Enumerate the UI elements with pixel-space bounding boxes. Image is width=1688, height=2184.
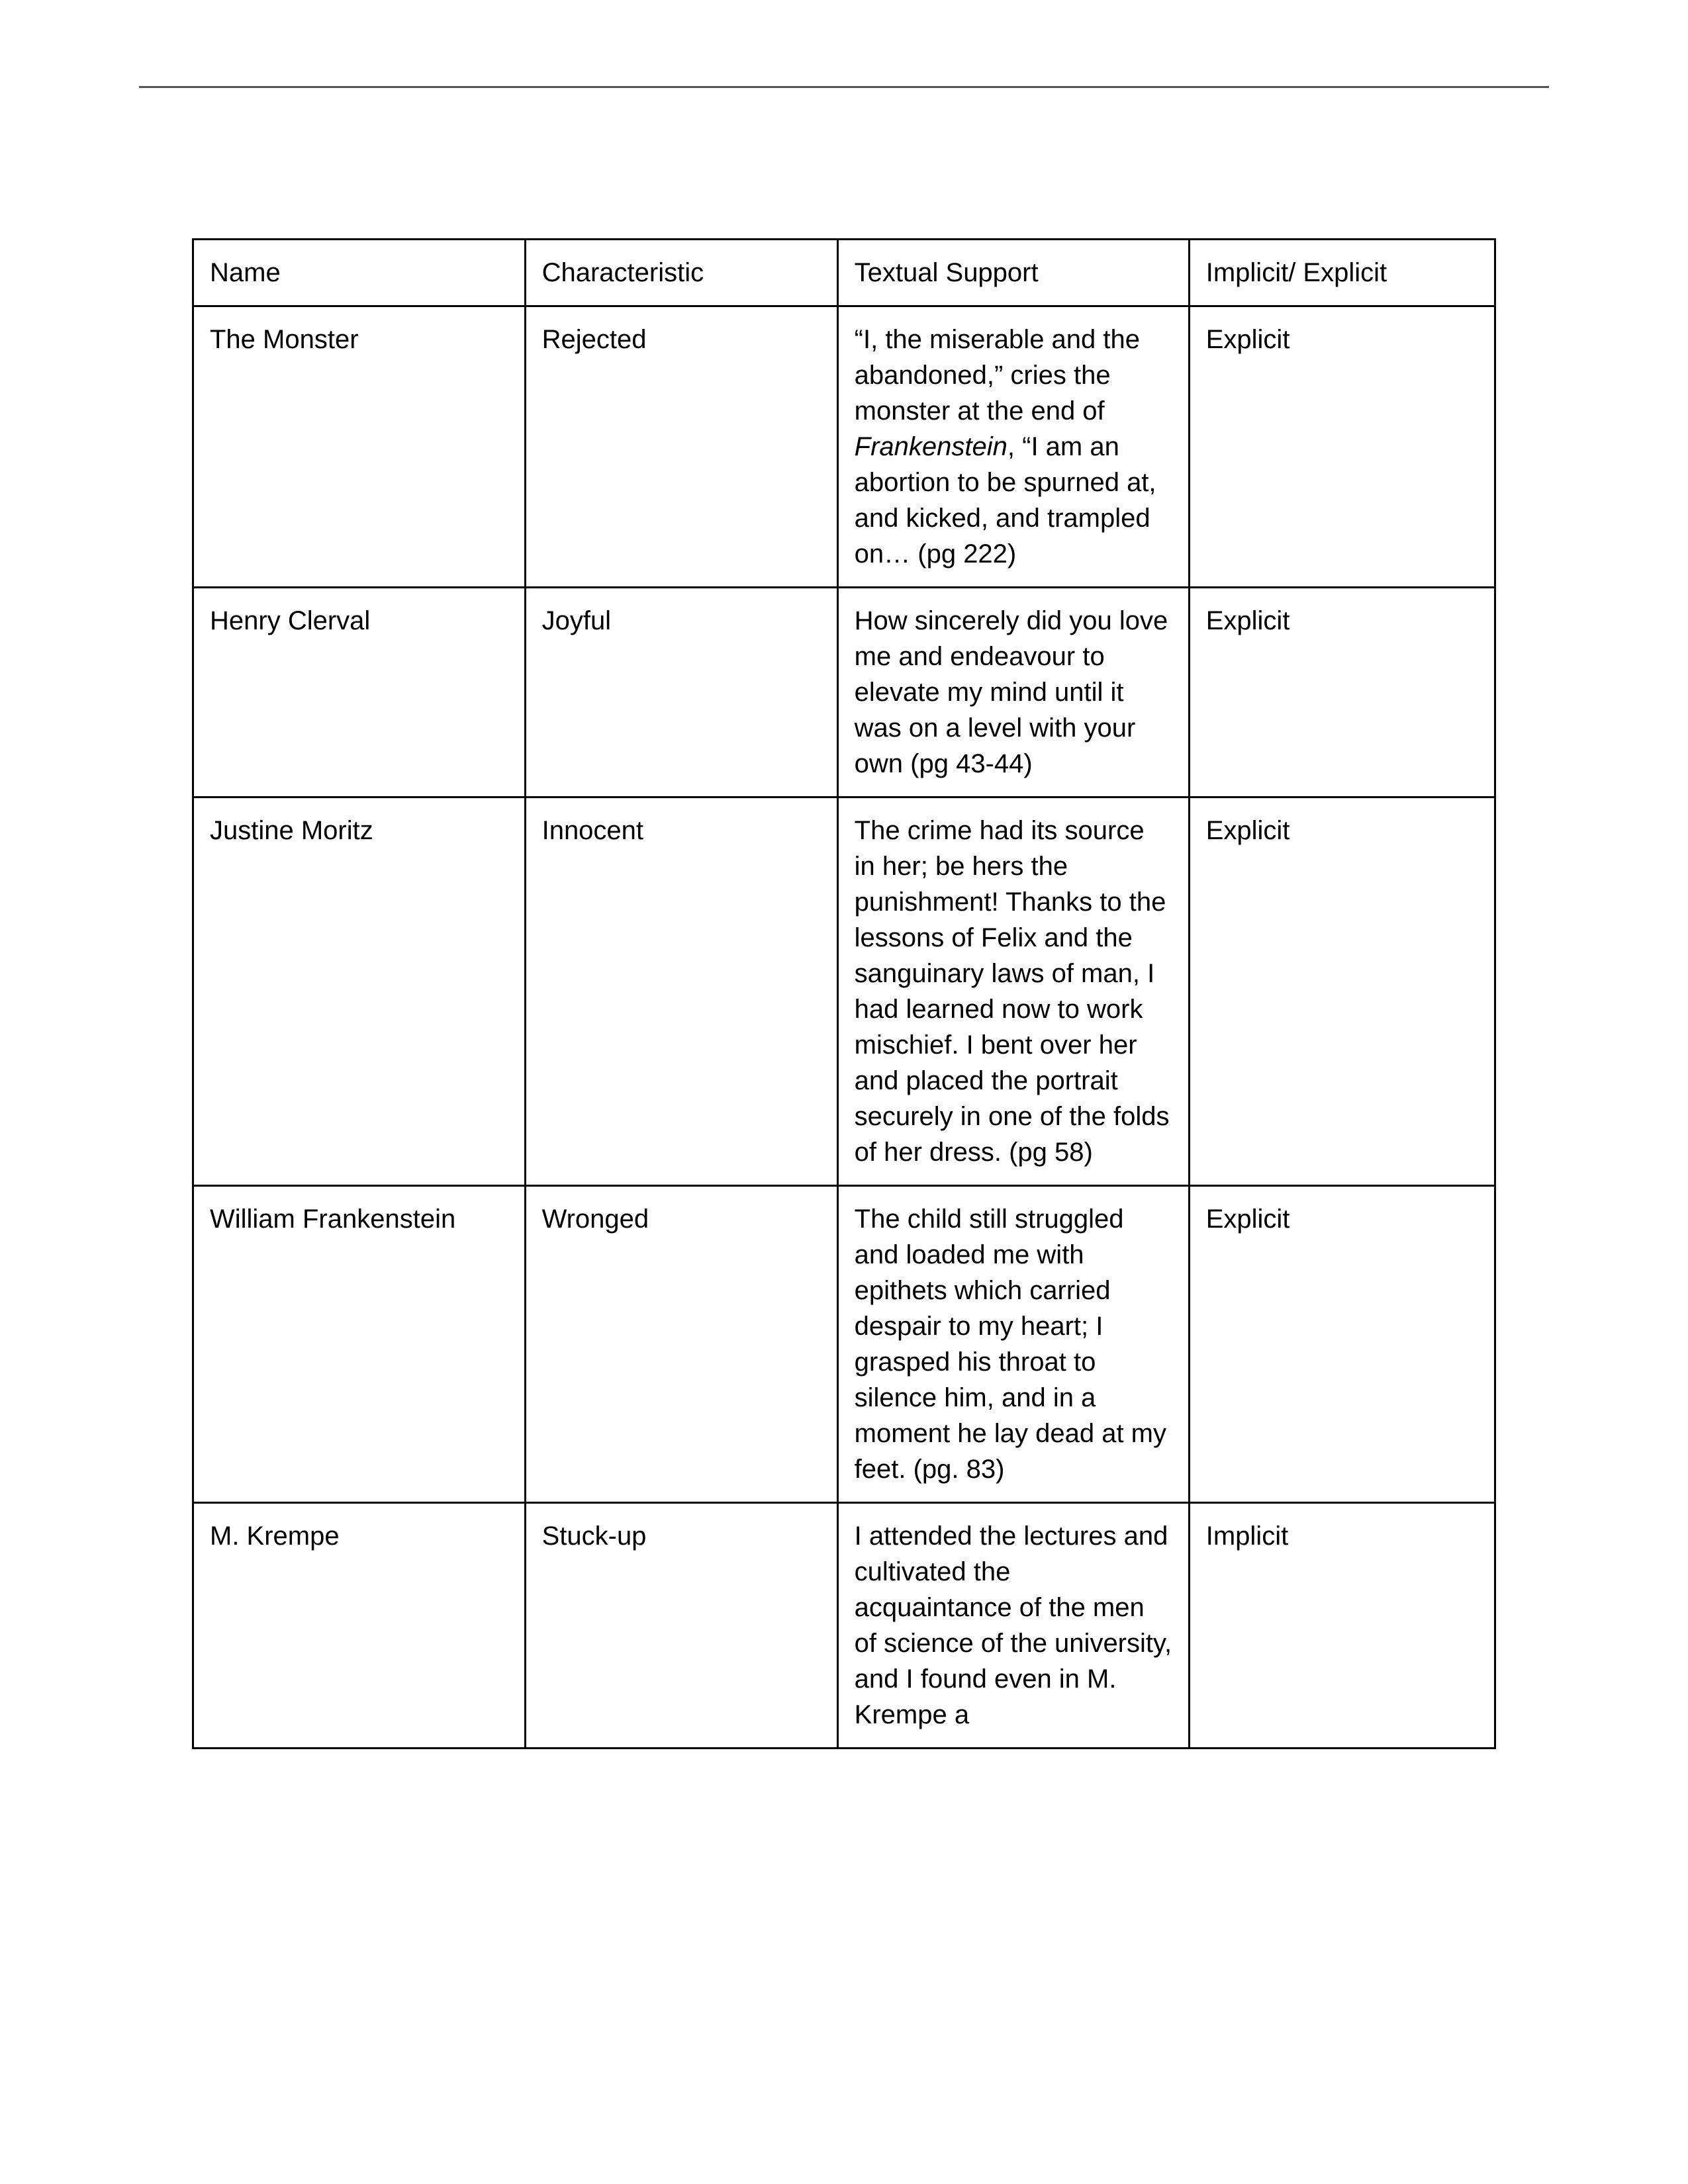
cell-implicit-explicit: Explicit	[1189, 1186, 1495, 1503]
character-table: Name Characteristic Textual Support Impl…	[192, 238, 1496, 1749]
cell-name: The Monster	[193, 306, 526, 588]
table-row: Henry Clerval Joyful How sincerely did y…	[193, 588, 1495, 797]
cell-name: Justine Moritz	[193, 797, 526, 1186]
col-header-name: Name	[193, 240, 526, 306]
cell-characteristic: Joyful	[525, 588, 837, 797]
col-header-implicit-explicit: Implicit/ Explicit	[1189, 240, 1495, 306]
cell-characteristic: Wronged	[525, 1186, 837, 1503]
support-text-italic: Frankenstein	[855, 432, 1008, 461]
cell-support: The crime had its source in her; be hers…	[837, 797, 1189, 1186]
table-header-row: Name Characteristic Textual Support Impl…	[193, 240, 1495, 306]
cell-name: M. Krempe	[193, 1503, 526, 1749]
cell-support: “I, the miserable and the abandoned,” cr…	[837, 306, 1189, 588]
cell-implicit-explicit: Explicit	[1189, 588, 1495, 797]
document-page: Name Characteristic Textual Support Impl…	[0, 0, 1688, 2184]
support-text-pre: The crime had its source in her; be hers…	[855, 816, 1170, 1167]
cell-support: How sincerely did you love me and endeav…	[837, 588, 1189, 797]
table-row: Justine Moritz Innocent The crime had it…	[193, 797, 1495, 1186]
col-header-support: Textual Support	[837, 240, 1189, 306]
cell-implicit-explicit: Implicit	[1189, 1503, 1495, 1749]
cell-implicit-explicit: Explicit	[1189, 306, 1495, 588]
cell-characteristic: Stuck-up	[525, 1503, 837, 1749]
character-table-wrap: Name Characteristic Textual Support Impl…	[192, 238, 1496, 1749]
support-text-pre: I attended the lectures and cultivated t…	[855, 1522, 1172, 1729]
support-text-pre: “I, the miserable and the abandoned,” cr…	[855, 325, 1140, 426]
cell-name: Henry Clerval	[193, 588, 526, 797]
support-text-pre: The child still struggled and loaded me …	[855, 1205, 1166, 1484]
col-header-characteristic: Characteristic	[525, 240, 837, 306]
cell-characteristic: Innocent	[525, 797, 837, 1186]
table-row: The Monster Rejected “I, the miserable a…	[193, 306, 1495, 588]
support-text-pre: How sincerely did you love me and endeav…	[855, 606, 1168, 778]
table-row: William Frankenstein Wronged The child s…	[193, 1186, 1495, 1503]
header-rule	[139, 86, 1549, 88]
cell-characteristic: Rejected	[525, 306, 837, 588]
cell-name: William Frankenstein	[193, 1186, 526, 1503]
cell-support: I attended the lectures and cultivated t…	[837, 1503, 1189, 1749]
cell-support: The child still struggled and loaded me …	[837, 1186, 1189, 1503]
table-row: M. Krempe Stuck-up I attended the lectur…	[193, 1503, 1495, 1749]
cell-implicit-explicit: Explicit	[1189, 797, 1495, 1186]
